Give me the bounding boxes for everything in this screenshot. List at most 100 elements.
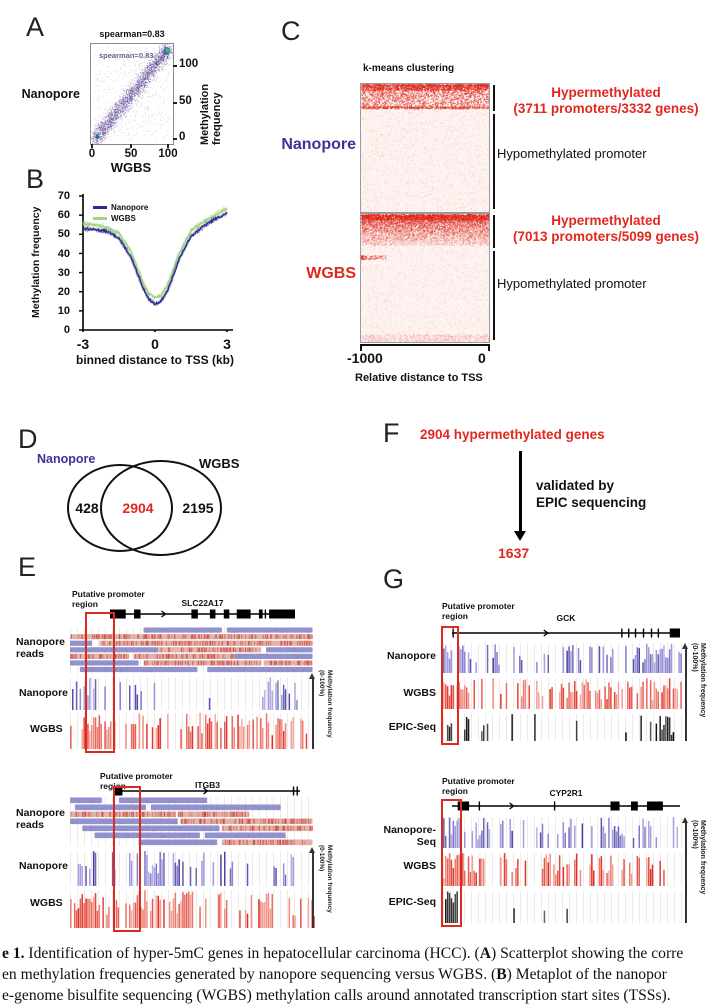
panel-label-G: G — [383, 564, 405, 594]
methylation-arrow-line — [685, 648, 687, 741]
hypermethylated-annotation-2: Hypermethylated (7013 promoters/5099 gen… — [492, 213, 720, 245]
panel-label-B: B — [26, 164, 45, 194]
right-label-line2: (0-100%) — [691, 643, 698, 672]
scatterplot-canvas — [91, 44, 173, 144]
heatmap-x-axis-label: Relative distance to TSS — [355, 372, 483, 384]
promoter-line2: region — [442, 610, 468, 621]
hyper-line1: Hypermethylated — [551, 213, 661, 228]
caption-text: ) Metaplot of the nanopor — [506, 965, 667, 983]
spearman-annotation: spearman=0.83 — [99, 29, 165, 39]
promoter-highlight-box — [113, 786, 141, 932]
track-label: WGBS — [30, 897, 63, 909]
nanopore-reads-track — [70, 797, 315, 846]
caption-line-3: e-genome bisulfite sequencing (WGBS) met… — [2, 986, 720, 1007]
methylation-arrow-line — [312, 678, 314, 749]
panelA-nanopore-label: Nanopore — [21, 87, 80, 101]
hypermethylated-annotation-1: Hypermethylated (3711 promoters/3332 gen… — [492, 85, 720, 117]
heatmap-nanopore — [360, 83, 490, 213]
arrow-note-line2: EPIC sequencing — [536, 495, 647, 510]
venn-diagram — [67, 460, 222, 556]
y-tick: 40 — [57, 248, 70, 260]
wgbs-track — [70, 890, 315, 928]
gene-model — [110, 609, 295, 619]
hypomethylated-annotation-1: Hypomethylated promoter — [497, 146, 647, 161]
hyper-line1: Hypermethylated — [551, 85, 661, 100]
validated-count: 1637 — [498, 545, 530, 561]
promoter-line2: region — [442, 785, 468, 796]
venn-left-set-label: Nanopore — [37, 452, 96, 466]
x-tick-mark — [167, 144, 169, 148]
venn-left-ellipse — [67, 464, 173, 552]
panelB-y-axis-label: Methylation frequency — [30, 206, 42, 318]
epic-seq-track — [443, 714, 682, 741]
venn-right-ellipse — [100, 460, 222, 556]
metaplot — [79, 194, 233, 332]
legend-item-nanopore: Nanopore — [93, 203, 148, 212]
y-tick-mark — [173, 138, 177, 140]
wgbs-track — [443, 853, 682, 886]
y-tick-0: 0 — [179, 131, 186, 143]
right-label-line1: Methylation frequency — [326, 845, 333, 913]
legend-swatch-wgbs — [93, 217, 107, 220]
x-tick: 0 — [88, 148, 96, 160]
y-tick: 30 — [57, 267, 70, 279]
y-tick: 0 — [63, 324, 70, 336]
arrow-note-line1: validated by — [536, 478, 615, 493]
heatmap-x-tick-left: -1000 — [347, 350, 383, 366]
cluster-bracket — [493, 251, 495, 340]
methylation-arrow-line — [312, 852, 314, 928]
heatmap-wgbs — [360, 213, 490, 343]
caption-line-2: en methylation frequencies generated by … — [2, 965, 720, 986]
methylation-arrow-head — [309, 673, 315, 679]
caption-panel-ref-A: A — [479, 945, 491, 962]
x-tick: 3 — [223, 336, 231, 352]
y-tick-100: 100 — [179, 58, 199, 70]
panel-label-C: C — [281, 16, 301, 46]
epic-seq-track — [443, 891, 682, 923]
x-tick: 0 — [151, 336, 159, 352]
panel-label-F: F — [383, 418, 400, 448]
panel-label-D: D — [18, 424, 38, 454]
promoter-label: Putative promoter region — [442, 601, 515, 621]
heatmap-side-label-nanopore: Nanopore — [281, 136, 356, 153]
nanopore-track — [70, 677, 315, 710]
x-tick: -3 — [76, 336, 90, 352]
flow-arrow-note: validated by EPIC sequencing — [536, 477, 646, 511]
y-tick-mark — [173, 65, 177, 67]
track-label: WGBS — [403, 860, 436, 872]
caption-line-1: e 1. Identification of hyper-5mC genes i… — [2, 944, 720, 965]
metaplot-legend: Nanopore WGBS — [93, 203, 148, 223]
track-label: Nanopore-Seq — [383, 824, 437, 848]
track-label: EPIC-Seq — [388, 721, 436, 733]
legend-item-wgbs: WGBS — [93, 214, 148, 223]
track-label: WGBS — [30, 723, 63, 735]
legend-label-wgbs: WGBS — [111, 214, 136, 223]
methylation-frequency-label: Methylation frequency (0-100%) — [317, 845, 333, 928]
panel-label-A: A — [26, 12, 45, 42]
legend-swatch-nanopore — [93, 206, 107, 209]
promoter-highlight-box — [441, 799, 462, 927]
x-tick-mark — [130, 144, 132, 148]
caption-figure-number: e 1. — [2, 945, 25, 962]
nanopore-seq-track — [443, 817, 682, 848]
panelA-y-axis-label: Methylation frequency — [199, 45, 223, 145]
gene-model — [115, 786, 300, 796]
gene-name: CYP2R1 — [549, 788, 583, 798]
x-tick: 50 — [124, 148, 138, 160]
heatmap-nanopore-canvas — [361, 84, 489, 212]
y-tick: 60 — [57, 209, 70, 221]
browser-panel-slc22a17: Putative promoter region SLC22A17 Nanopo… — [15, 588, 360, 756]
heatmap-x-axis — [360, 344, 490, 351]
right-label-line1: Methylation frequency — [699, 820, 706, 895]
y-tick-mark — [173, 102, 177, 104]
heatmap-side-label-wgbs: WGBS — [306, 265, 356, 282]
hypomethylated-annotation-2: Hypomethylated promoter — [497, 276, 647, 291]
nanopore-track — [70, 851, 315, 886]
hyper-line2: (7013 promoters/5099 genes) — [512, 229, 700, 244]
methylation-frequency-label: Methylation frequency (0-100%) — [317, 670, 333, 752]
promoter-label: Putative promoter region — [72, 589, 145, 609]
figure-caption: e 1. Identification of hyper-5mC genes i… — [2, 944, 720, 1006]
promoter-highlight-box — [441, 626, 459, 745]
promoter-highlight-box — [85, 612, 115, 753]
